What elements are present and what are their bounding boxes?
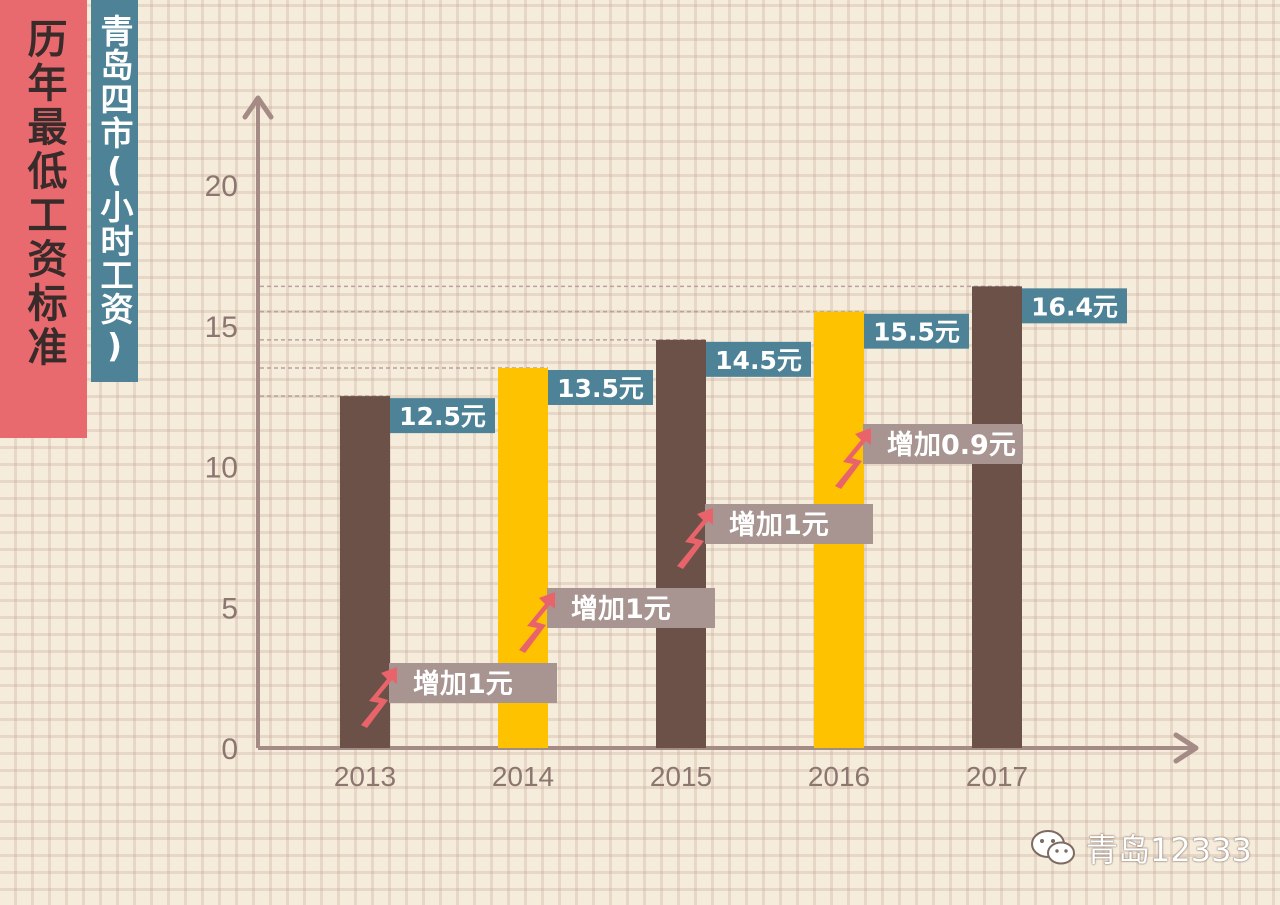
chart-subtitle: 青岛四市(小时工资) <box>95 14 134 366</box>
x-axis-arrow <box>1173 732 1199 764</box>
y-tick-label: 0 <box>221 733 238 766</box>
x-tick-label: 2014 <box>492 761 554 792</box>
increase-label: 增加1元 <box>571 593 671 625</box>
wechat-icon <box>1031 830 1075 865</box>
data-label: 14.5元 <box>715 346 802 375</box>
increase-label-box <box>705 504 873 544</box>
increase-label: 增加0.9元 <box>887 429 1016 461</box>
increase-arrow-icon <box>677 508 713 569</box>
y-tick-label: 20 <box>205 170 238 203</box>
x-tick-label: 2013 <box>334 761 396 792</box>
increase-label-box <box>389 663 557 703</box>
data-label: 15.5元 <box>873 318 960 347</box>
chart-subtitle-panel: 青岛四市(小时工资) <box>91 0 138 382</box>
y-tick-label: 5 <box>221 592 238 625</box>
increase-label: 增加1元 <box>413 668 513 700</box>
y-axis-arrow <box>242 95 274 120</box>
chart-title: 历年最低工资标准 <box>20 18 67 370</box>
data-label: 13.5元 <box>557 374 644 403</box>
data-label-box <box>390 398 495 434</box>
watermark: 青岛12333 <box>1030 828 1252 869</box>
data-label-box <box>1022 288 1127 324</box>
x-tick-label: 2016 <box>808 761 870 792</box>
x-tick-label: 2017 <box>966 761 1028 792</box>
increase-arrow-icon <box>835 428 871 489</box>
chart-title-panel: 历年最低工资标准 <box>0 0 87 438</box>
increase-label-box <box>863 424 1023 464</box>
data-label: 12.5元 <box>399 402 486 431</box>
bar <box>972 286 1022 748</box>
data-label: 16.4元 <box>1031 292 1118 321</box>
data-label-box <box>706 341 811 377</box>
x-tick-label: 2015 <box>650 761 712 792</box>
data-label-box <box>864 313 969 349</box>
y-tick-label: 15 <box>205 311 238 344</box>
data-label-box <box>548 369 653 405</box>
bar <box>340 396 390 748</box>
increase-label-box <box>547 588 715 628</box>
increase-arrow-icon <box>519 592 555 653</box>
watermark-text: 青岛12333 <box>1086 831 1252 869</box>
increase-arrow-icon <box>361 667 397 728</box>
y-tick-label: 10 <box>205 452 238 485</box>
increase-label: 增加1元 <box>729 509 829 541</box>
